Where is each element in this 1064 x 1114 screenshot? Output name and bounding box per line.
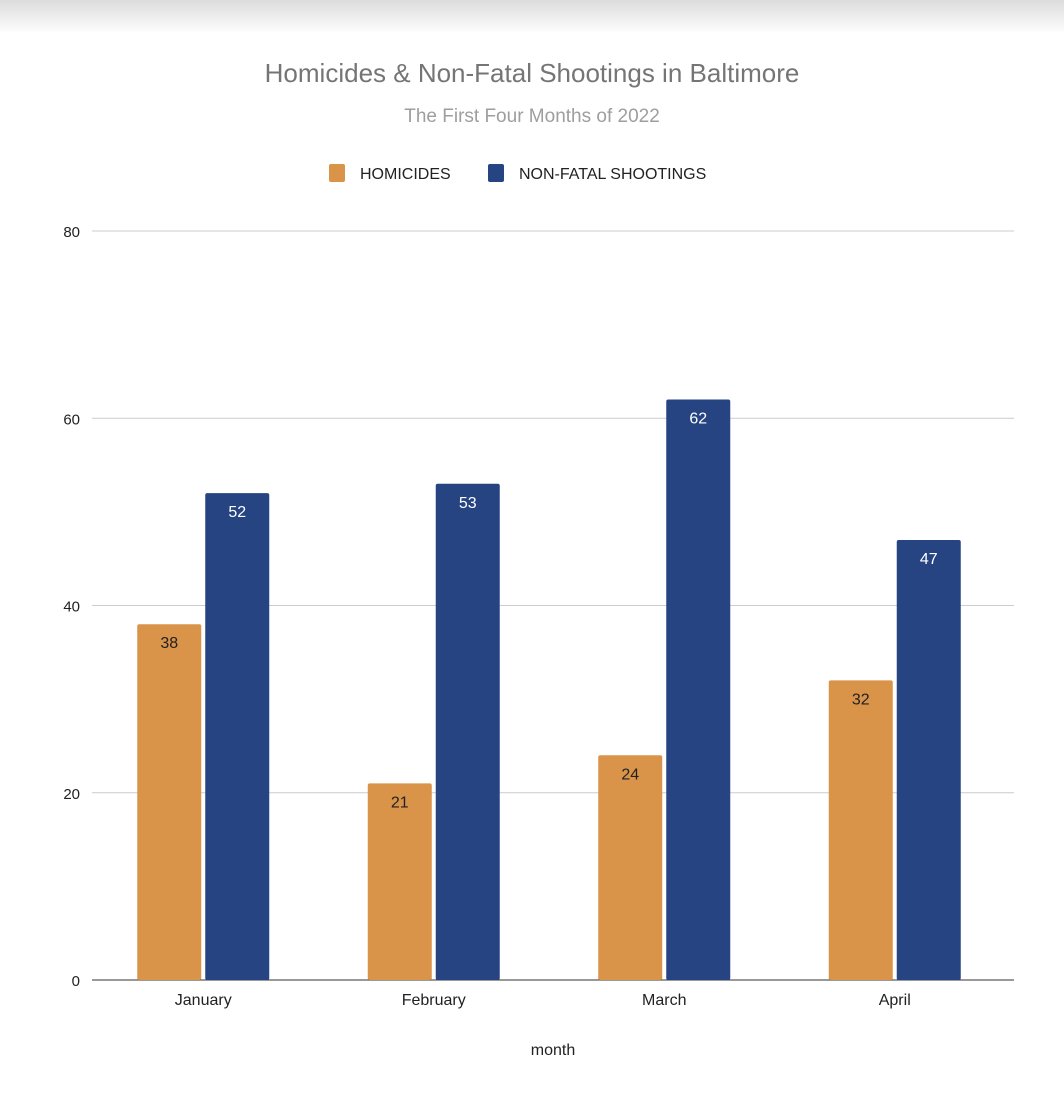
bar-non-fatal-shootings-january	[205, 493, 270, 980]
data-label: 32	[852, 691, 870, 708]
chart-subtitle: The First Four Months of 2022	[404, 106, 660, 127]
x-tick-label: March	[642, 992, 686, 1009]
top-shadow	[0, 0, 1064, 34]
data-label: 21	[391, 794, 409, 811]
bar-homicides-april	[828, 680, 893, 980]
x-axis-ticks: January February March April	[175, 992, 911, 1009]
data-label: 47	[920, 551, 938, 568]
bar-homicides-february	[367, 783, 432, 980]
data-label: 24	[621, 766, 639, 783]
y-tick-label: 0	[72, 973, 80, 990]
x-tick-label: January	[175, 992, 232, 1009]
y-tick-label: 40	[63, 599, 80, 616]
bar-non-fatal-shootings-april	[896, 539, 961, 980]
bar-non-fatal-shootings-february	[435, 483, 500, 980]
legend-swatch-1	[488, 164, 504, 182]
bar-homicides-march	[598, 755, 663, 980]
legend-label: HOMICIDES	[360, 166, 451, 183]
chart-title: Homicides & Non-Fatal Shootings in Balti…	[265, 58, 800, 88]
bar-homicides-january	[137, 624, 202, 980]
x-axis-label: month	[531, 1042, 575, 1059]
y-tick-label: 20	[63, 786, 80, 803]
y-tick-label: 80	[63, 224, 80, 241]
legend-swatch-0	[329, 164, 345, 182]
data-label: 52	[228, 504, 246, 521]
bars: 38 52 21 53 24 62 32 47	[137, 399, 961, 980]
legend-label: NON-FATAL SHOOTINGS	[519, 166, 706, 183]
data-label: 53	[459, 495, 477, 512]
x-tick-label: February	[402, 992, 466, 1009]
x-tick-label: April	[879, 992, 911, 1009]
data-label: 38	[160, 635, 178, 652]
data-label: 62	[689, 411, 707, 428]
y-tick-label: 60	[63, 411, 80, 428]
bar-non-fatal-shootings-march	[666, 399, 731, 980]
legend: HOMICIDES NON-FATAL SHOOTINGS	[329, 164, 706, 183]
